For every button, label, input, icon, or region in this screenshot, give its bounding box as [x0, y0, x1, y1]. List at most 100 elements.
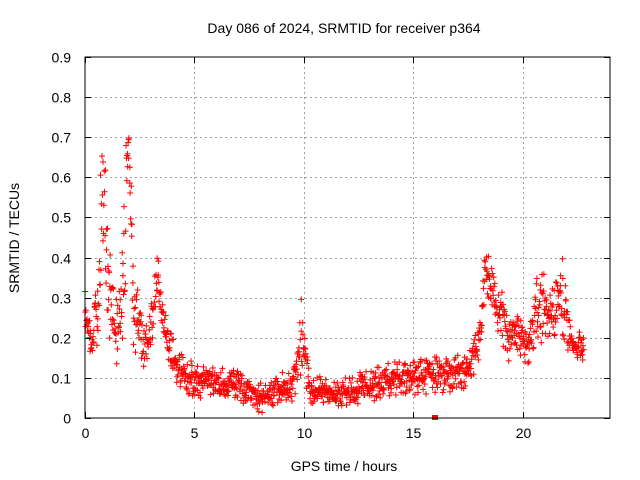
- data-point: [444, 370, 451, 377]
- data-point: [296, 348, 303, 355]
- data-point: [538, 339, 545, 346]
- data-point: [194, 363, 201, 370]
- data-point: [536, 301, 543, 308]
- data-point: [405, 370, 412, 377]
- data-point: [130, 263, 137, 270]
- data-point: [556, 288, 563, 295]
- data-point: [334, 379, 341, 386]
- data-point: [543, 296, 550, 303]
- data-point: [149, 306, 156, 313]
- data-point: [92, 300, 99, 307]
- data-point: [331, 379, 338, 386]
- data-point: [429, 360, 436, 367]
- data-point: [394, 366, 401, 373]
- data-point: [93, 342, 100, 349]
- data-point: [349, 374, 356, 381]
- data-point: [197, 389, 204, 396]
- data-point: [119, 335, 126, 342]
- data-point: [557, 289, 564, 296]
- data-point: [497, 327, 504, 334]
- data-point: [99, 237, 106, 244]
- y-tick-label: 0.4: [52, 251, 72, 267]
- data-point: [490, 274, 497, 281]
- data-point: [376, 387, 383, 394]
- y-tick-label: 0.5: [52, 210, 72, 226]
- data-point: [552, 279, 559, 286]
- data-point: [387, 382, 394, 389]
- data-point: [540, 288, 547, 295]
- data-point: [97, 172, 104, 179]
- data-point: [461, 378, 468, 385]
- data-point: [302, 350, 309, 357]
- data-point: [129, 279, 136, 286]
- data-point: [482, 258, 489, 265]
- y-tick-label: 0.9: [52, 50, 72, 66]
- data-point: [243, 389, 250, 396]
- data-point: [140, 363, 147, 370]
- data-point: [142, 331, 149, 338]
- data-point: [132, 304, 139, 311]
- data-point: [97, 281, 104, 288]
- data-point: [178, 351, 185, 358]
- data-point: [529, 317, 536, 324]
- data-point: [346, 399, 353, 406]
- data-point: [320, 399, 327, 406]
- data-point: [155, 272, 162, 279]
- data-point: [433, 354, 440, 361]
- data-point: [322, 376, 329, 383]
- y-tick-label: 0.8: [52, 90, 72, 106]
- data-point: [149, 324, 156, 331]
- plot-frame: [84, 56, 611, 419]
- data-point: [120, 291, 127, 298]
- data-point: [269, 401, 276, 408]
- data-point: [530, 344, 537, 351]
- data-point: [506, 345, 513, 352]
- data-point: [290, 375, 297, 382]
- data-point: [288, 393, 295, 400]
- data-point: [420, 386, 427, 393]
- data-point: [89, 347, 96, 354]
- data-point: [191, 384, 198, 391]
- data-point: [133, 321, 140, 328]
- data-point: [408, 382, 415, 389]
- data-point: [463, 359, 470, 366]
- data-point: [265, 391, 272, 398]
- data-point: [326, 398, 333, 405]
- data-point: [151, 299, 158, 306]
- data-points: [82, 135, 587, 420]
- data-point: [363, 368, 370, 375]
- data-point: [96, 258, 103, 265]
- data-point: [376, 379, 383, 386]
- data-point: [478, 328, 485, 335]
- data-point: [512, 323, 519, 330]
- data-point: [115, 324, 122, 331]
- data-point: [126, 164, 133, 171]
- data-point: [434, 361, 441, 368]
- data-point: [132, 349, 139, 356]
- data-point: [206, 368, 213, 375]
- data-point: [423, 390, 430, 397]
- data-point: [564, 347, 571, 354]
- data-point: [371, 397, 378, 404]
- data-point: [314, 374, 321, 381]
- data-point: [574, 354, 581, 361]
- data-point: [388, 385, 395, 392]
- data-point: [551, 331, 558, 338]
- data-point: [470, 371, 477, 378]
- data-point: [181, 365, 188, 372]
- data-point: [137, 318, 144, 325]
- x-tick-label: 15: [406, 425, 422, 441]
- y-tick-label: 0.6: [52, 170, 72, 186]
- data-point: [125, 155, 132, 162]
- data-point: [166, 344, 173, 351]
- data-point: [375, 391, 382, 398]
- data-point: [99, 191, 106, 198]
- data-point: [477, 336, 484, 343]
- data-point: [368, 392, 375, 399]
- data-point: [293, 358, 300, 365]
- data-point: [472, 332, 479, 339]
- data-point: [533, 275, 540, 282]
- data-point: [117, 328, 124, 335]
- chart-title: Day 086 of 2024, SRMTID for receiver p36…: [207, 20, 480, 36]
- axis-ticks: [85, 57, 610, 419]
